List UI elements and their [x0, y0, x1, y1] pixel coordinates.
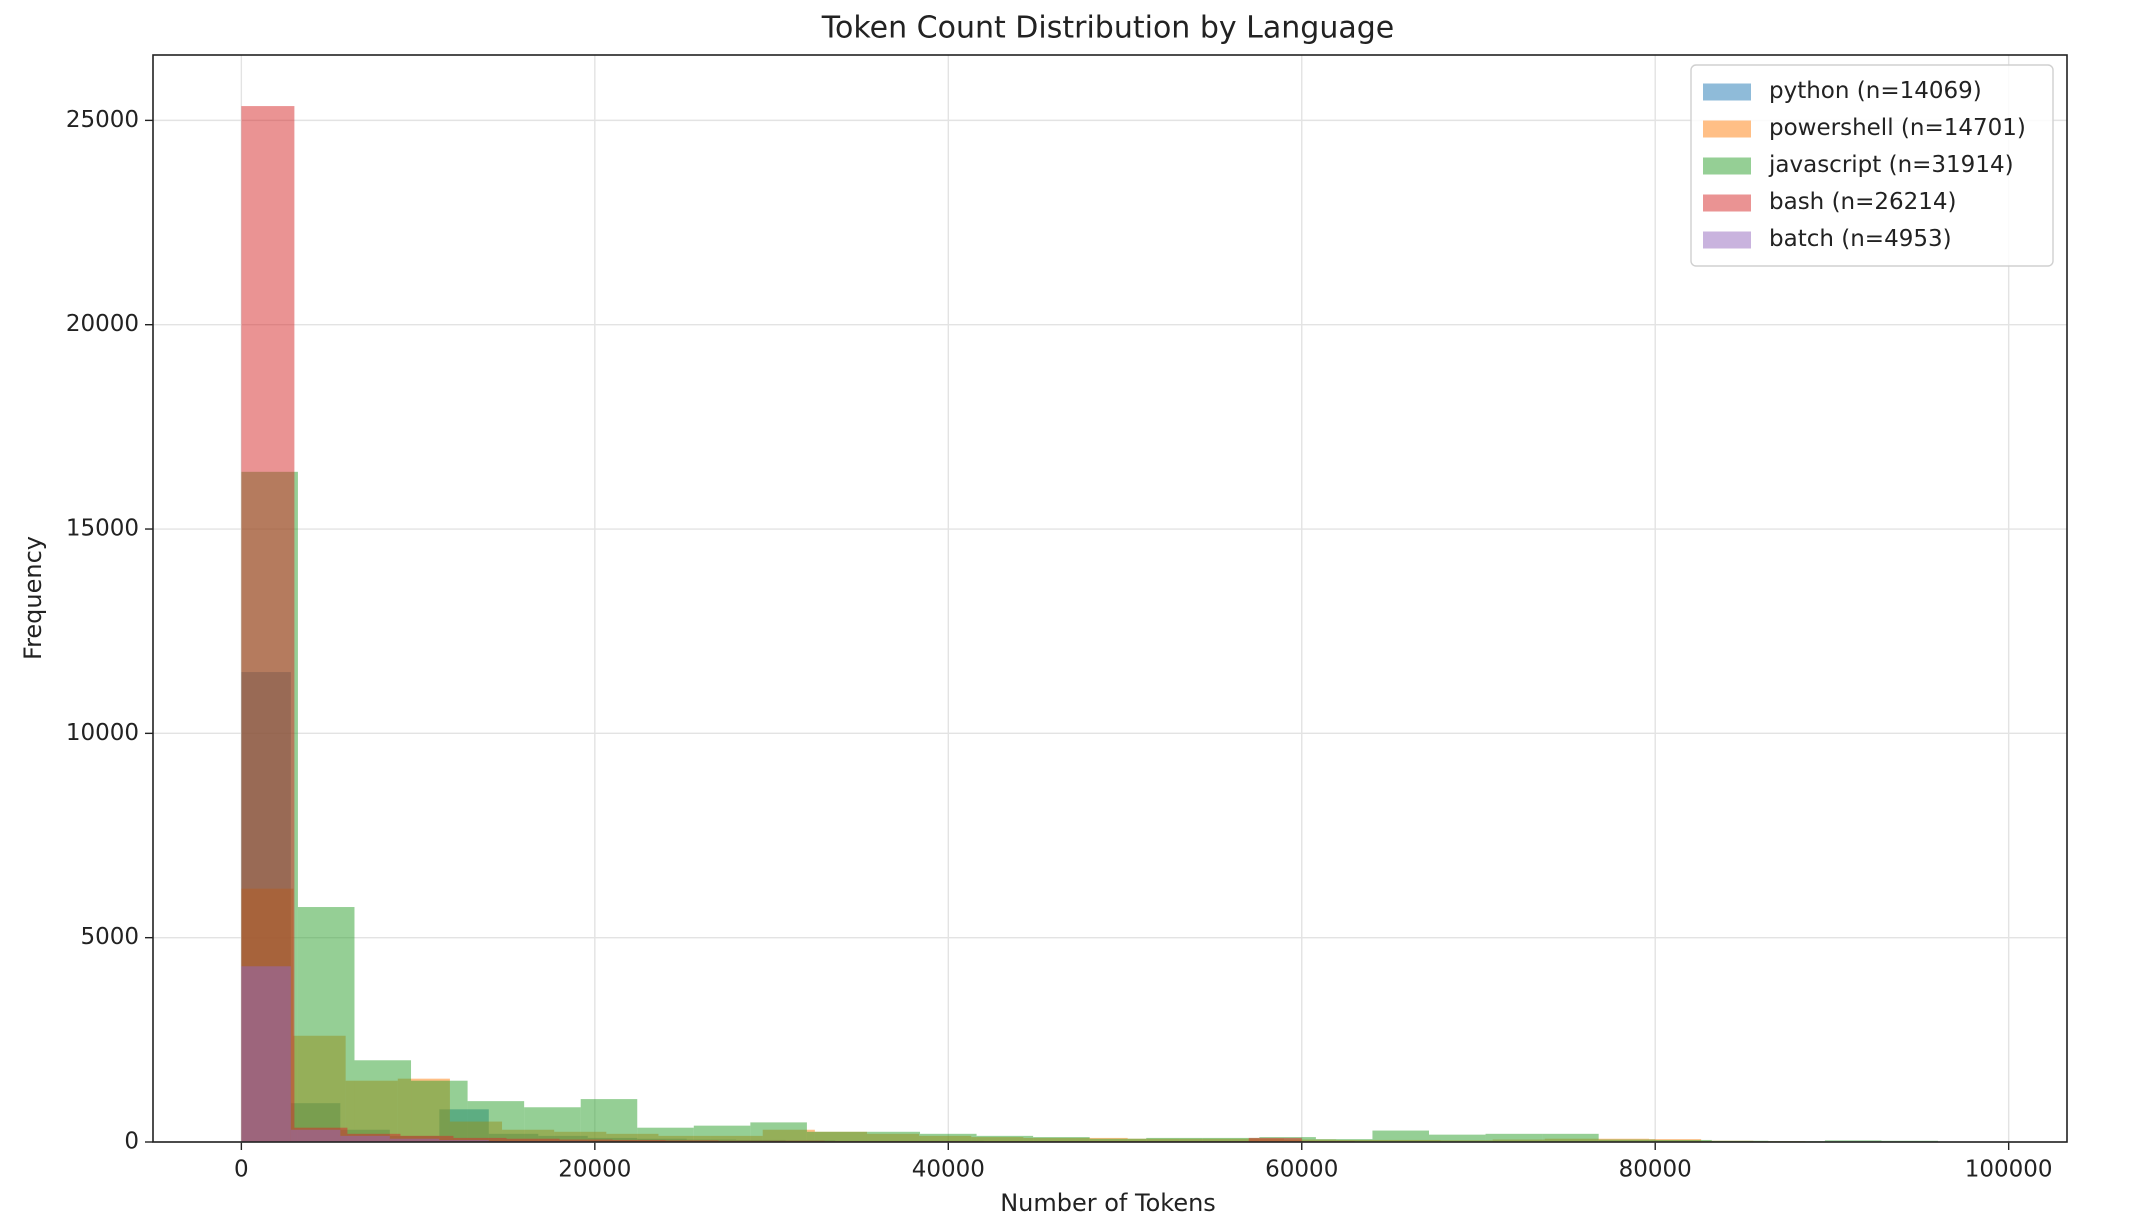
histogram-bar — [693, 1125, 751, 1142]
histogram-bar — [612, 1139, 666, 1142]
histogram-bar — [976, 1135, 1034, 1142]
histogram-bar — [467, 1101, 525, 1142]
histogram-bar — [1824, 1140, 1882, 1142]
histogram-bar — [750, 1122, 807, 1142]
histogram-bar — [1202, 1137, 1260, 1142]
histogram-bar — [1372, 1130, 1429, 1142]
histogram-bar — [1146, 1137, 1203, 1142]
histogram-bar — [1429, 1134, 1486, 1142]
x-tick-label: 100000 — [1965, 1157, 2053, 1183]
y-tick-label: 20000 — [66, 311, 139, 337]
histogram-bar — [863, 1131, 921, 1142]
histogram-bar — [559, 1139, 613, 1142]
histogram-series — [241, 672, 1726, 1142]
legend-label: bash (n=26214) — [1769, 189, 1957, 215]
legend-label: python (n=14069) — [1769, 78, 1982, 104]
legend-label: powershell (n=14701) — [1769, 115, 2026, 141]
histogram-bar — [524, 1107, 581, 1142]
histogram-bar — [439, 1139, 489, 1142]
histogram-bar — [806, 1131, 864, 1142]
plot-frame — [152, 54, 2068, 1143]
legend-swatch — [1703, 120, 1751, 138]
legend-label: javascript (n=31914) — [1768, 152, 2014, 178]
legend-swatch — [1703, 83, 1751, 101]
legend-swatch — [1703, 194, 1751, 212]
x-tick-label: 80000 — [1619, 1157, 1692, 1183]
legend-label: batch (n=4953) — [1769, 226, 1952, 252]
y-tick-label: 10000 — [66, 720, 139, 746]
histogram-bar — [506, 1138, 560, 1142]
legend-swatch — [1703, 231, 1751, 249]
histogram-bar — [637, 1127, 694, 1142]
histogram-bar — [389, 1138, 440, 1142]
histogram-series — [241, 106, 1832, 1143]
histogram-bar — [1315, 1139, 1373, 1142]
histogram-bar — [920, 1133, 977, 1142]
legend-box — [1690, 64, 2054, 267]
histogram-bar — [411, 1080, 468, 1142]
histogram-bar — [1248, 1137, 1302, 1142]
x-axis-label: Number of Tokens — [1000, 1189, 1216, 1217]
chart-title: Token Count Distribution by Language — [821, 11, 1394, 46]
histogram-bar — [241, 966, 291, 1142]
legend-swatch — [1703, 157, 1751, 175]
histogram-bar — [297, 907, 355, 1142]
histogram-bar — [1485, 1133, 1543, 1142]
x-tick-label: 40000 — [912, 1157, 985, 1183]
histogram-bar — [1089, 1138, 1147, 1142]
histogram-series — [241, 471, 1938, 1142]
histogram-bar — [290, 1129, 341, 1142]
y-tick-label: 0 — [124, 1129, 139, 1155]
x-tick-label: 0 — [234, 1157, 249, 1183]
x-tick-label: 60000 — [1265, 1157, 1338, 1183]
histogram-bar — [354, 1060, 412, 1142]
histogram-bar — [665, 1140, 719, 1142]
histogram-bar — [1598, 1139, 1656, 1142]
histogram-bar — [340, 1135, 390, 1142]
y-axis-label: Frequency — [19, 536, 47, 660]
histogram-bar — [1033, 1137, 1090, 1142]
legend: python (n=14069) powershell (n=14701) java… — [1690, 64, 2054, 267]
y-tick-label: 5000 — [80, 924, 139, 950]
histogram-bar — [1542, 1133, 1599, 1142]
histogram-bar — [1655, 1139, 1712, 1142]
y-tick-label: 15000 — [66, 516, 139, 542]
histogram-bar — [580, 1099, 638, 1142]
x-tick-label: 20000 — [558, 1157, 631, 1183]
y-tick-label: 25000 — [66, 107, 139, 133]
